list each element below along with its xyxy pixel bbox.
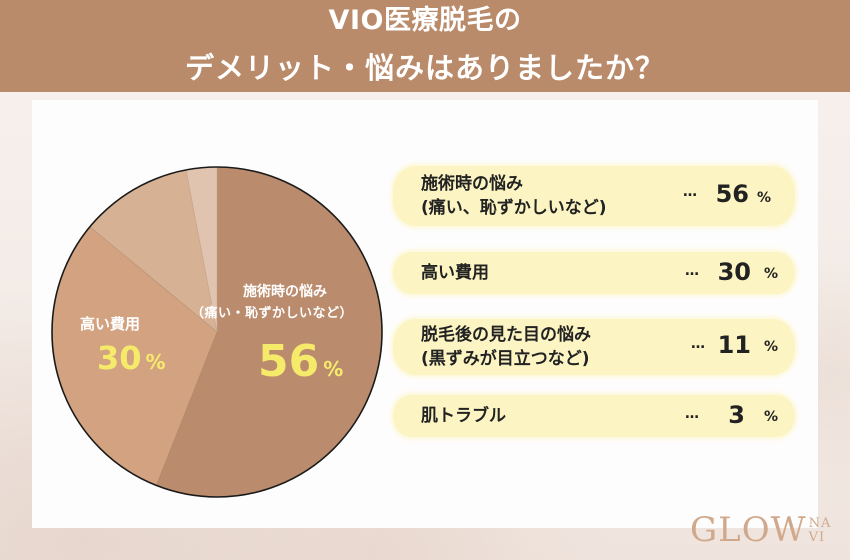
- logo-sub-top: NA: [808, 516, 832, 531]
- logo-sub-bottom: VI: [808, 530, 826, 545]
- legend-item-appearance: 脱毛後の見た目の悩み (黒ずみが目立つなど) … 11 %: [393, 319, 795, 375]
- title-line-1: VIO医療脱毛の: [328, 5, 522, 36]
- legend-value: 3: [728, 401, 745, 429]
- legend-unit: %: [764, 409, 779, 425]
- pie-value-cost-number: 30: [97, 339, 142, 377]
- legend-label-line1: 高い費用: [421, 263, 489, 283]
- pie-label-cost: 高い費用: [80, 313, 140, 335]
- logo-wordmark: GLOW: [690, 510, 807, 550]
- pie-label-procedure-sub: （痛い・恥ずかしいなど）: [191, 304, 353, 324]
- pie-label-procedure: 施術時の悩み: [243, 282, 327, 302]
- pie-label-procedure-line2: （痛い・恥ずかしいなど）: [191, 306, 354, 321]
- legend-label: 肌トラブル: [421, 404, 506, 428]
- logo-sub: NA VI: [809, 517, 832, 545]
- legend-value: 11: [717, 331, 751, 359]
- pie-value-procedure-number: 56: [258, 336, 320, 387]
- legend-label-line1: 施術時の悩み: [421, 174, 523, 194]
- legend-unit: %: [757, 190, 772, 206]
- pie-value-procedure-unit: %: [323, 357, 344, 381]
- title-line-2: デメリット・悩みはありましたか？: [184, 51, 665, 85]
- legend-leader-dots: …: [683, 184, 697, 200]
- pie-outline: [51, 166, 383, 498]
- legend-label: 脱毛後の見た目の悩み (黒ずみが目立つなど): [421, 323, 591, 371]
- legend-leader-dots: …: [691, 336, 705, 352]
- legend-label-line1: 脱毛後の見た目の悩み: [421, 325, 591, 345]
- legend-item-procedure: 施術時の悩み (痛い、恥ずかしいなど) … 56 %: [393, 166, 795, 226]
- title-banner: VIO医療脱毛の デメリット・悩みはありましたか？: [0, 0, 850, 92]
- legend-leader-dots: …: [685, 263, 699, 279]
- pie-value-cost: 30%: [97, 338, 166, 382]
- legend-label: 施術時の悩み (痛い、恥ずかしいなど): [421, 172, 607, 220]
- pie-value-procedure: 56%: [258, 336, 343, 395]
- glownavi-logo: GLOW NA VI: [690, 510, 831, 550]
- legend-item-skin-trouble: 肌トラブル … 3 %: [393, 395, 795, 437]
- legend-item-cost: 高い費用 … 30 %: [393, 252, 795, 294]
- legend-unit: %: [764, 339, 779, 355]
- legend-unit: %: [764, 266, 779, 282]
- legend-label-line2: (痛い、恥ずかしいなど): [421, 198, 607, 218]
- pie-value-cost-unit: %: [145, 350, 166, 374]
- legend-label-line1: 肌トラブル: [421, 406, 506, 426]
- legend-value: 30: [717, 258, 751, 286]
- pie-label-procedure-line1: 施術時の悩み: [243, 284, 327, 300]
- legend-leader-dots: …: [685, 406, 699, 422]
- legend-label-line2: (黒ずみが目立つなど): [421, 349, 590, 369]
- pie-label-cost-text: 高い費用: [80, 315, 141, 333]
- legend-value: 56: [715, 180, 749, 208]
- legend-label: 高い費用: [421, 261, 489, 285]
